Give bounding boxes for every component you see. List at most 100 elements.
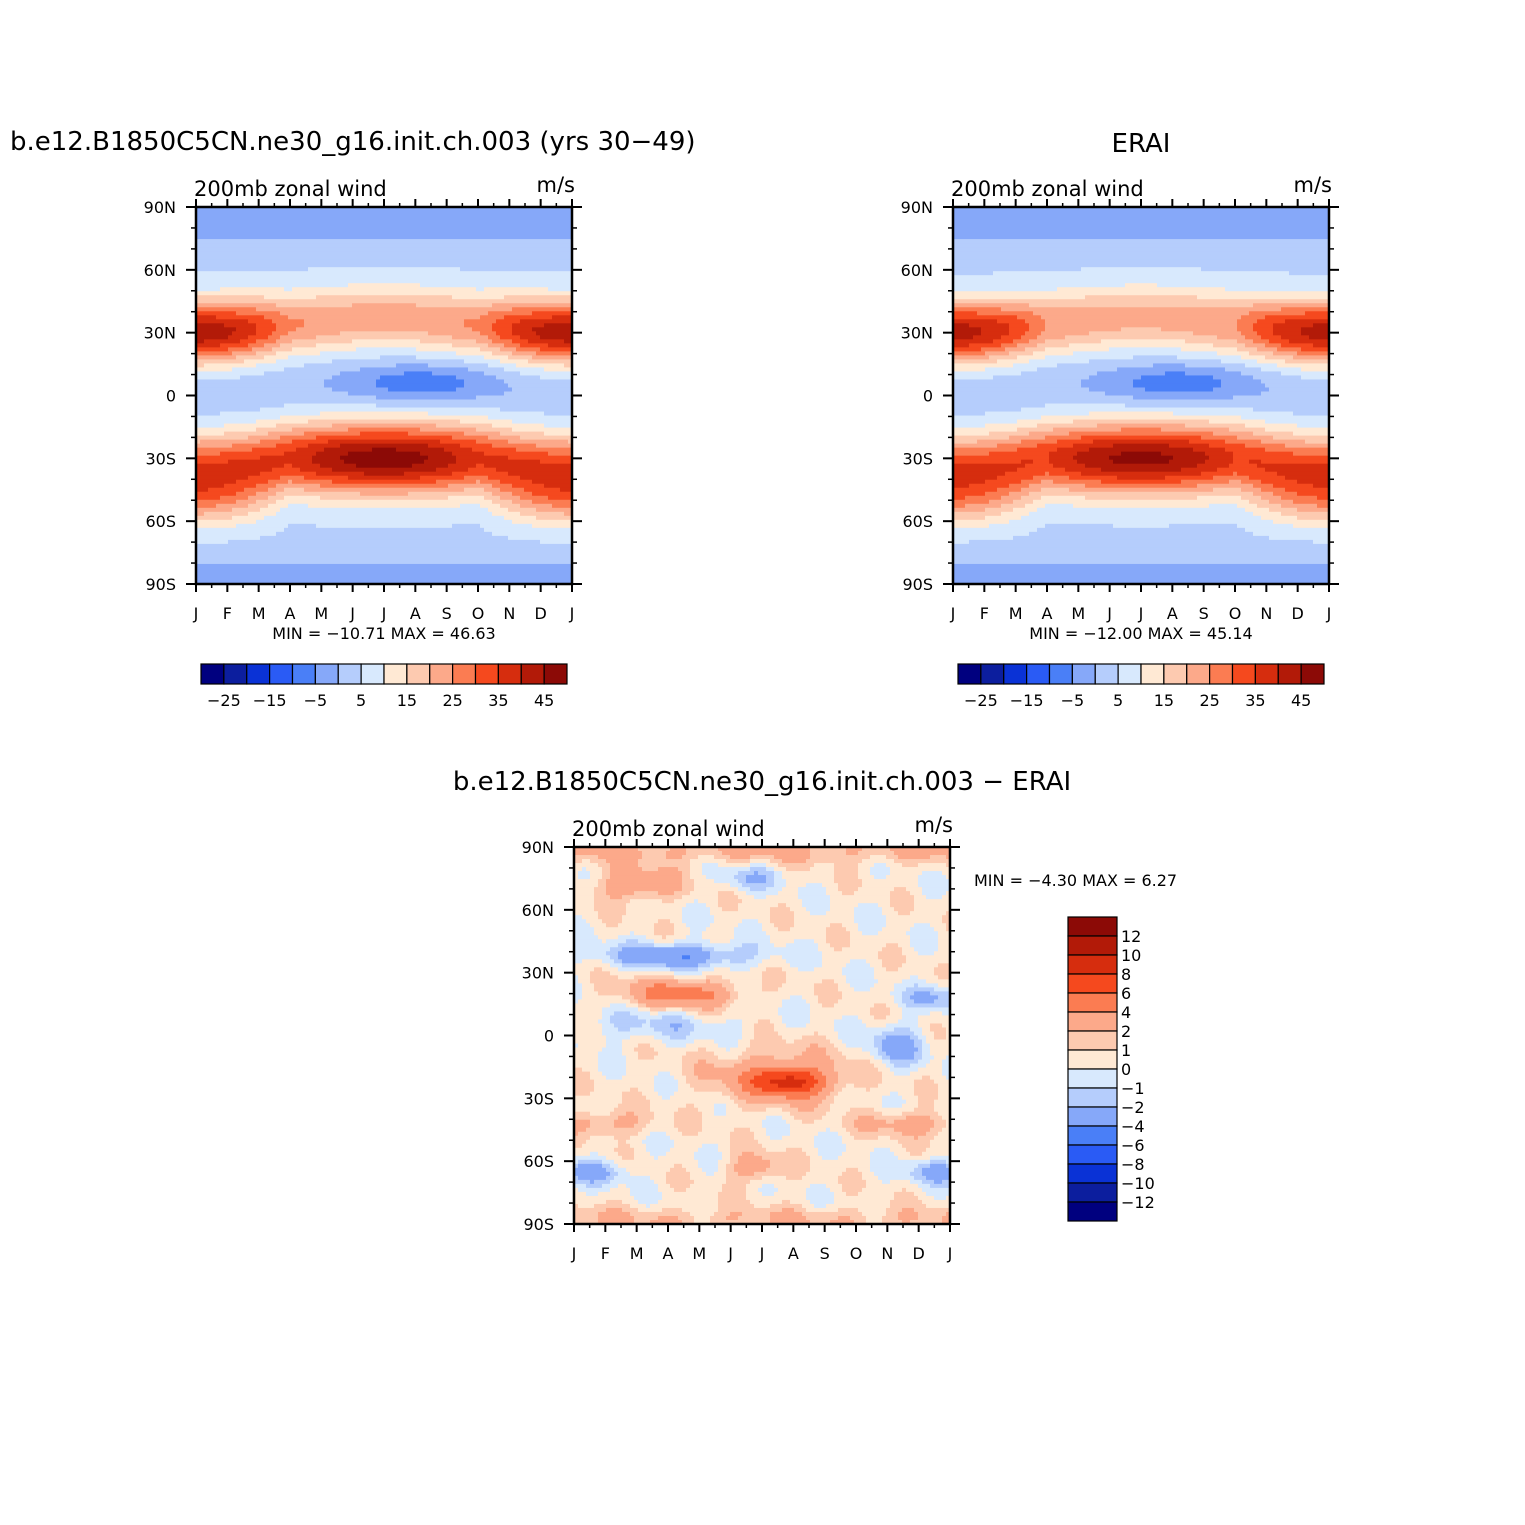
heatmap-cell bbox=[292, 271, 297, 276]
heatmap-cell bbox=[320, 499, 325, 505]
heatmap-cell bbox=[400, 499, 405, 505]
heatmap-cell bbox=[280, 267, 285, 272]
heatmap-cell bbox=[292, 299, 297, 304]
heatmap-cell bbox=[204, 311, 209, 316]
heatmap-cell bbox=[280, 387, 285, 393]
heatmap-cell bbox=[264, 375, 269, 381]
heatmap-cell bbox=[392, 239, 397, 244]
heatmap-cell bbox=[228, 311, 233, 316]
heatmap-cell bbox=[308, 451, 313, 457]
heatmap-cell bbox=[340, 455, 345, 461]
heatmap-cell bbox=[308, 487, 313, 493]
heatmap-cell bbox=[360, 279, 365, 284]
heatmap-cell bbox=[220, 547, 225, 553]
heatmap-cell bbox=[300, 571, 305, 577]
heatmap-cell bbox=[284, 555, 289, 561]
heatmap-cell bbox=[396, 475, 401, 481]
heatmap-cell bbox=[280, 563, 285, 569]
heatmap-cell bbox=[288, 487, 293, 493]
heatmap-cell bbox=[300, 287, 305, 292]
heatmap-cell bbox=[272, 363, 277, 369]
heatmap-cell bbox=[348, 311, 353, 316]
heatmap-cell bbox=[348, 463, 353, 469]
heatmap-cell bbox=[204, 411, 209, 417]
heatmap-cell bbox=[232, 467, 237, 473]
heatmap-cell bbox=[344, 443, 349, 449]
heatmap-cell bbox=[212, 315, 217, 320]
heatmap-cell bbox=[236, 239, 241, 244]
heatmap-cell bbox=[228, 575, 233, 581]
heatmap-cell bbox=[320, 231, 325, 236]
heatmap-cell bbox=[220, 287, 225, 292]
heatmap-cell bbox=[264, 407, 269, 413]
heatmap-cell bbox=[264, 495, 269, 501]
heatmap-cell bbox=[244, 363, 249, 369]
heatmap-cell bbox=[312, 479, 317, 485]
heatmap-cell bbox=[208, 451, 213, 457]
heatmap-cell bbox=[216, 447, 221, 453]
heatmap-cell bbox=[336, 355, 341, 360]
heatmap-cell bbox=[272, 479, 277, 485]
heatmap-cell bbox=[336, 475, 341, 481]
heatmap-cell bbox=[208, 235, 213, 240]
heatmap-cell bbox=[212, 491, 217, 497]
heatmap-cell bbox=[244, 503, 249, 509]
heatmap-cell bbox=[288, 343, 293, 348]
heatmap-cell bbox=[336, 423, 341, 429]
heatmap-cell bbox=[200, 495, 205, 501]
heatmap-cell bbox=[232, 287, 237, 292]
heatmap-cell bbox=[244, 383, 249, 389]
heatmap-cell bbox=[296, 495, 301, 501]
heatmap-cell bbox=[276, 551, 281, 557]
heatmap-cell bbox=[260, 207, 265, 212]
heatmap-cell bbox=[336, 287, 341, 292]
heatmap-cell bbox=[260, 327, 265, 332]
heatmap-cell bbox=[308, 555, 313, 561]
heatmap-cell bbox=[204, 255, 209, 260]
heatmap-cell bbox=[208, 435, 213, 441]
heatmap-cell bbox=[332, 403, 337, 409]
heatmap-cell bbox=[300, 347, 305, 352]
heatmap-cell bbox=[352, 479, 357, 485]
heatmap-cell bbox=[272, 579, 277, 584]
heatmap-cell bbox=[200, 547, 205, 553]
heatmap-cell bbox=[396, 271, 401, 276]
heatmap-cell bbox=[268, 403, 273, 409]
heatmap-cell bbox=[356, 303, 361, 308]
heatmap-cell bbox=[344, 483, 349, 489]
heatmap-cell bbox=[364, 447, 369, 453]
heatmap-cell bbox=[276, 563, 281, 569]
heatmap-cell bbox=[320, 207, 325, 212]
heatmap-cell bbox=[340, 359, 345, 365]
heatmap-cell bbox=[304, 495, 309, 501]
heatmap-cell bbox=[384, 287, 389, 292]
heatmap-cell bbox=[308, 207, 313, 212]
heatmap-cell bbox=[208, 295, 213, 300]
heatmap-cell bbox=[340, 311, 345, 316]
heatmap-cell bbox=[380, 471, 385, 477]
heatmap-cell bbox=[356, 247, 361, 252]
heatmap-cell bbox=[292, 219, 297, 224]
heatmap-cell bbox=[256, 483, 261, 489]
heatmap-cell bbox=[372, 207, 377, 212]
heatmap-cell bbox=[388, 303, 393, 308]
heatmap-cell bbox=[216, 287, 221, 292]
heatmap-cell bbox=[356, 423, 361, 429]
heatmap-cell bbox=[252, 387, 257, 393]
heatmap-cell bbox=[256, 399, 261, 405]
heatmap-cell bbox=[400, 551, 405, 557]
heatmap-cell bbox=[320, 355, 325, 360]
heatmap-cell bbox=[312, 571, 317, 577]
heatmap-cell bbox=[316, 363, 321, 369]
heatmap-cell bbox=[368, 343, 373, 348]
heatmap-cell bbox=[328, 575, 333, 581]
heatmap-cell bbox=[212, 259, 217, 264]
heatmap-cell bbox=[396, 323, 401, 328]
heatmap-cell bbox=[252, 551, 257, 557]
heatmap-cell bbox=[300, 447, 305, 453]
heatmap-cell bbox=[256, 355, 261, 360]
heatmap-cell bbox=[308, 403, 313, 409]
heatmap-cell bbox=[264, 243, 269, 248]
heatmap-cell bbox=[220, 519, 225, 525]
heatmap-cell bbox=[368, 311, 373, 316]
